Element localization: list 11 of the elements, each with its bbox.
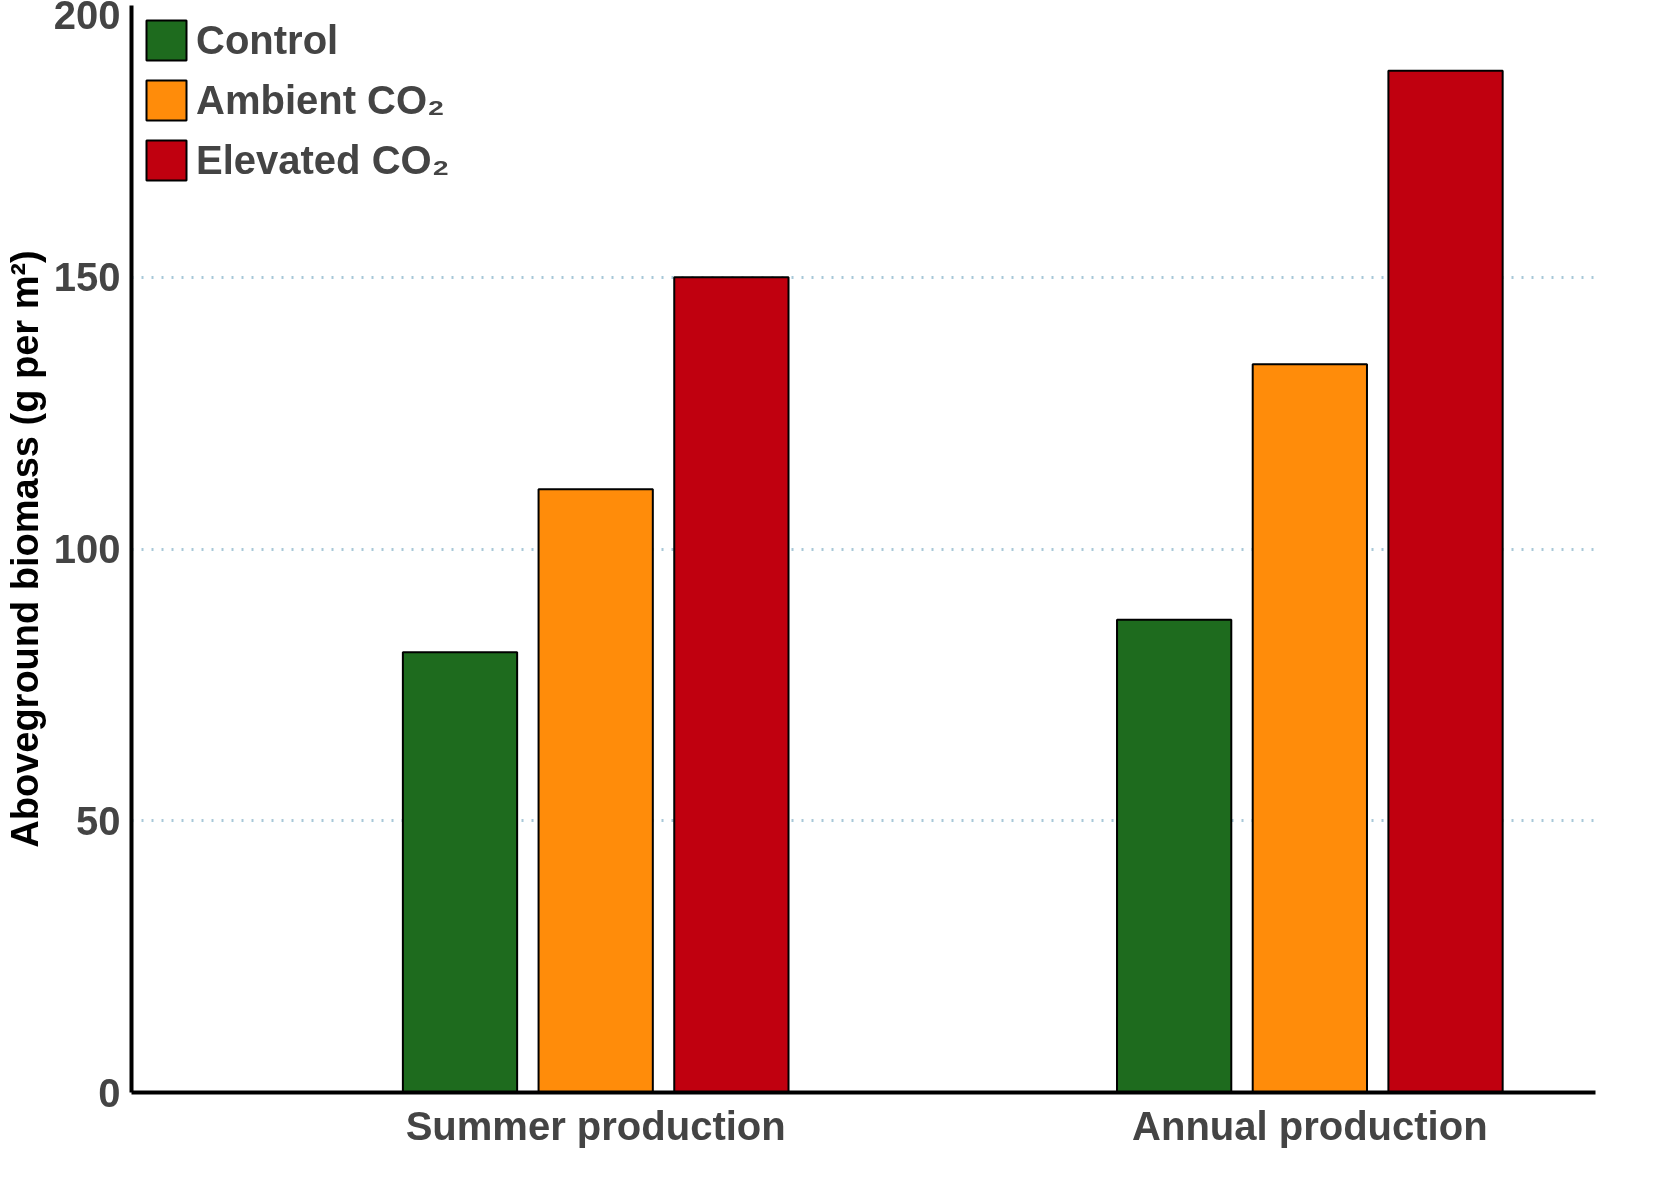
y-tick-label: 50 xyxy=(76,798,121,843)
y-tick-label: 150 xyxy=(53,255,121,300)
y-tick-label: 0 xyxy=(98,1070,121,1115)
y-tick-label: 200 xyxy=(53,0,121,37)
legend-label: Control xyxy=(196,17,339,63)
x-tick-label: Summer production xyxy=(405,1103,786,1148)
legend-label: Elevated CO₂ xyxy=(196,137,450,183)
legend-label: Ambient CO₂ xyxy=(196,77,445,123)
y-axis-title: Aboveground biomass (g per m²) xyxy=(3,250,46,848)
x-tick-label: Annual production xyxy=(1132,1103,1488,1148)
y-tick-label: 100 xyxy=(53,527,121,571)
